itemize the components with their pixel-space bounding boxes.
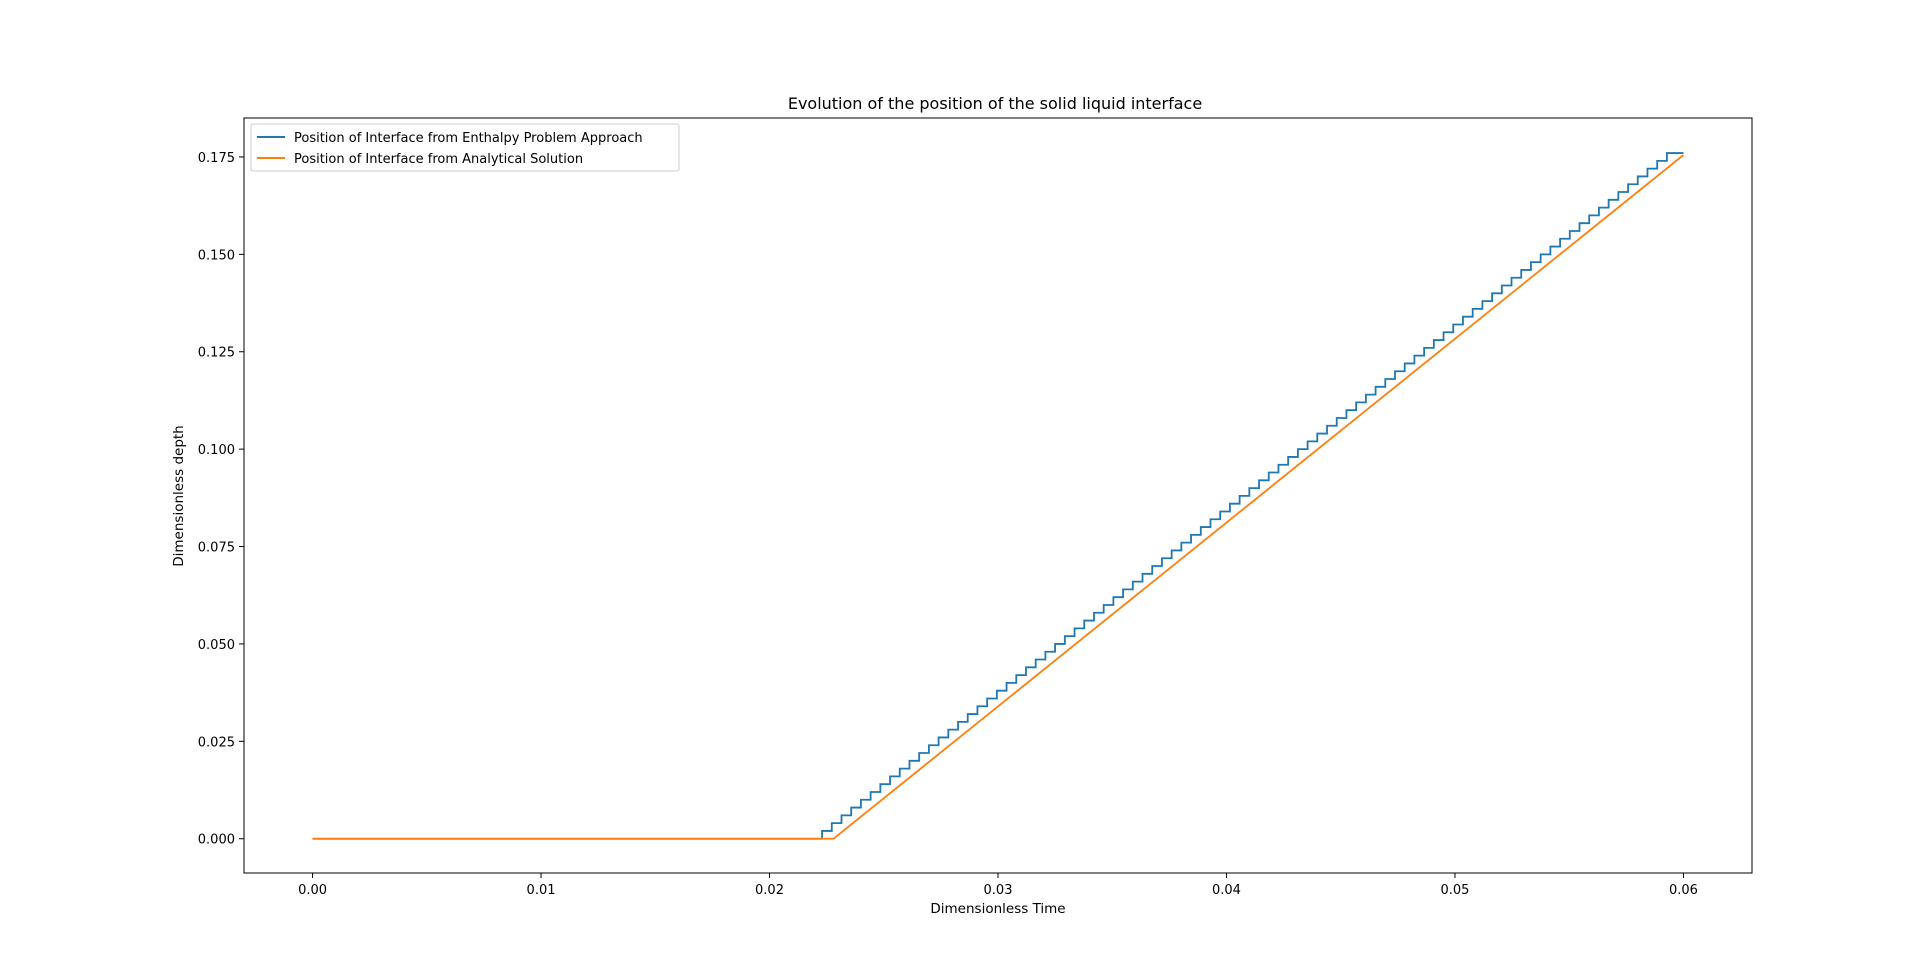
x-tick-label: 0.04 — [1212, 883, 1241, 898]
x-tick-label: 0.02 — [755, 883, 784, 898]
y-tick-label: 0.100 — [198, 443, 235, 458]
y-tick-label: 0.050 — [198, 638, 235, 653]
x-tick-label: 0.06 — [1669, 883, 1698, 898]
legend-box — [250, 123, 680, 172]
y-axis-label: Dimensionless depth — [171, 425, 187, 566]
y-tick-label: 0.125 — [198, 346, 235, 361]
series-line-enthalpy — [312, 152, 1684, 840]
x-tick-label: 0.01 — [527, 883, 556, 898]
legend-label-enthalpy: Position of Interface from Enthalpy Prob… — [294, 131, 643, 146]
x-tick-label: 0.03 — [984, 883, 1013, 898]
x-axis: 0.00 0.01 0.02 0.03 0.04 0.05 0.06 — [298, 873, 1698, 898]
plot-frame — [243, 117, 1753, 874]
chart-title: Evolution of the position of the solid l… — [788, 94, 1202, 113]
y-axis: 0.000 0.025 0.050 0.075 0.100 0.125 0.150 0.175 — [198, 151, 244, 848]
y-tick-label: 0.075 — [198, 541, 235, 556]
plot-area — [312, 152, 1685, 840]
y-tick-label: 0.175 — [198, 151, 235, 166]
legend: Position of Interface from Enthalpy Prob… — [250, 123, 680, 172]
y-tick-label: 0.150 — [198, 248, 235, 263]
legend-label-analytical: Position of Interface from Analytical So… — [294, 152, 583, 167]
x-tick-label: 0.00 — [298, 883, 327, 898]
x-axis-label: Dimensionless Time — [930, 901, 1065, 917]
y-tick-label: 0.000 — [198, 833, 235, 848]
x-tick-label: 0.05 — [1440, 883, 1469, 898]
y-tick-label: 0.025 — [198, 735, 235, 750]
series-line-analytical — [312, 154, 1685, 840]
